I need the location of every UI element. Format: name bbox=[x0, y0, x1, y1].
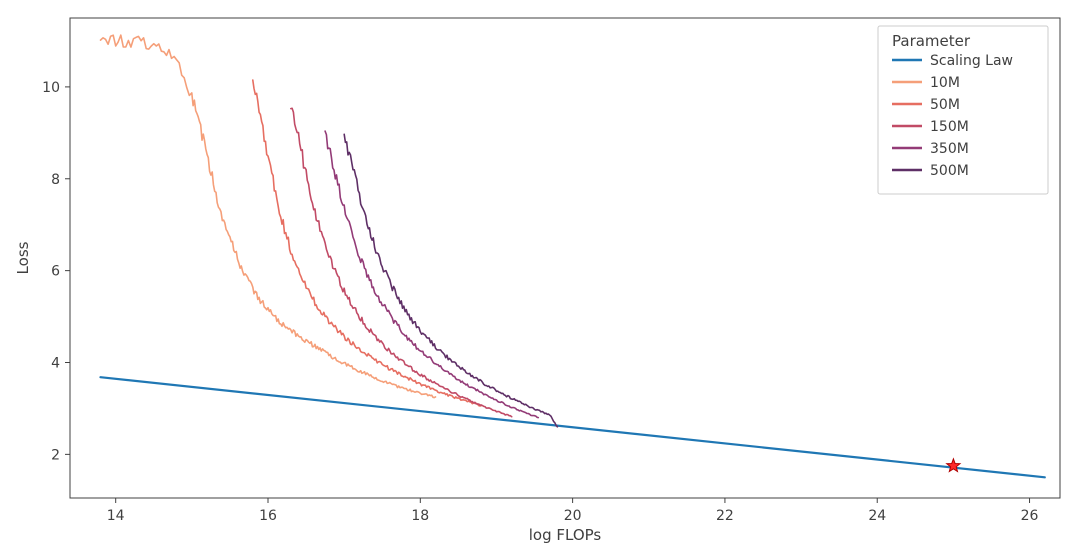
series-10m bbox=[101, 35, 436, 398]
x-tick-label: 26 bbox=[1021, 508, 1039, 524]
chart-container: 14161820222426246810log FLOPsLossParamet… bbox=[0, 0, 1080, 544]
x-tick-label: 22 bbox=[716, 508, 734, 524]
series-150m bbox=[291, 108, 512, 416]
x-tick-label: 14 bbox=[107, 508, 125, 524]
x-tick-label: 24 bbox=[868, 508, 886, 524]
series-350m bbox=[325, 131, 538, 418]
y-tick-label: 10 bbox=[42, 80, 60, 96]
legend-label: 350M bbox=[930, 141, 969, 157]
y-axis-label: Loss bbox=[14, 241, 32, 274]
legend-label: Scaling Law bbox=[930, 53, 1013, 69]
legend-label: 500M bbox=[930, 163, 969, 179]
x-tick-label: 18 bbox=[411, 508, 429, 524]
legend-label: 10M bbox=[930, 75, 960, 91]
legend-label: 50M bbox=[930, 97, 960, 113]
series-scaling-law bbox=[100, 377, 1044, 477]
legend-label: 150M bbox=[930, 119, 969, 135]
x-axis-label: log FLOPs bbox=[529, 526, 602, 544]
legend-title: Parameter bbox=[892, 32, 971, 50]
series-500m bbox=[344, 134, 557, 427]
target-star bbox=[947, 459, 960, 472]
y-tick-label: 6 bbox=[51, 264, 60, 280]
x-tick-label: 20 bbox=[564, 508, 582, 524]
x-tick-label: 16 bbox=[259, 508, 277, 524]
y-tick-label: 4 bbox=[51, 355, 60, 371]
legend: Parameter Scaling Law 10M 50M 150M 350M 500M bbox=[878, 26, 1048, 194]
y-tick-label: 2 bbox=[51, 447, 60, 463]
loss-vs-flops-chart: 14161820222426246810log FLOPsLossParamet… bbox=[0, 0, 1080, 544]
y-tick-label: 8 bbox=[51, 172, 60, 188]
